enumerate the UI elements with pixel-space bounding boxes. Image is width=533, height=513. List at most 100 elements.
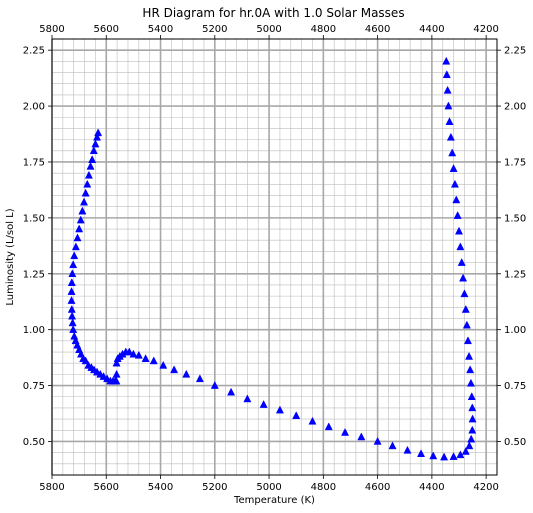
data-point-marker [448,148,457,157]
data-point-marker [76,215,85,224]
data-point-marker [403,445,412,454]
data-point-marker [88,155,97,163]
data-point-marker [429,451,438,460]
data-point-marker [357,432,366,441]
data-point-marker [442,70,451,79]
data-point-marker [67,278,76,286]
data-point-marker [465,441,474,450]
x-tick-label-top: 5200 [202,24,227,35]
x-tick-label-top: 4400 [419,24,444,35]
data-point-marker [341,427,350,436]
data-point-marker [449,452,458,460]
data-point-marker [461,446,470,455]
data-point-marker [459,273,468,282]
data-point-marker [462,320,471,329]
data-point-marker [466,378,475,387]
data-point-marker [83,179,92,188]
data-point-marker [452,195,461,204]
y-tick-label-left: 2.25 [23,46,45,57]
data-point-marker [134,350,143,359]
data-point-marker [468,425,477,434]
x-tick-label-bottom: 4400 [419,482,444,493]
data-point-marker [445,117,454,125]
data-point-marker [71,242,80,251]
data-point-marker [453,211,462,219]
data-point-marker [86,161,95,170]
y-tick-label-right: 1.00 [504,325,526,336]
data-point-marker [461,304,470,313]
data-point-marker [443,85,452,94]
data-point-marker [141,354,150,362]
data-point-marker [259,400,268,408]
data-point-marker [129,349,138,358]
data-point-marker [308,416,317,425]
x-axis-label: Temperature (K) [233,495,315,506]
y-tick-label-right: 1.75 [504,157,526,168]
data-point-marker [70,251,79,260]
data-point-marker [68,318,77,327]
data-point-marker [78,206,87,215]
data-point-marker [444,101,453,110]
data-point-marker [89,146,98,155]
x-tick-label-top: 4600 [365,24,390,35]
data-point-marker [81,188,90,197]
y-tick-label-left: 1.25 [23,269,45,280]
data-point-marker [67,287,76,295]
grid-lines [51,38,497,476]
data-point-marker [442,56,451,65]
data-point-marker [112,369,121,378]
y-tick-label-right: 0.75 [504,381,526,392]
data-point-marker [417,449,426,458]
data-point-marker [467,434,476,443]
y-tick-label-right: 0.50 [504,437,526,448]
y-tick-label-right: 2.25 [504,46,526,57]
data-point-marker [468,403,477,412]
data-point-marker [275,405,284,414]
data-point-marker [467,392,476,400]
y-tick-label-right: 1.50 [504,213,526,224]
data-point-marker [468,414,477,423]
data-point-marker [463,336,472,345]
data-point-marker [388,441,397,450]
data-point-marker [159,360,168,369]
x-tick-label-bottom: 5200 [202,482,227,493]
data-point-marker [68,311,77,320]
x-tick-label-bottom: 4200 [473,482,498,493]
data-point-marker [91,139,100,148]
data-point-marker [446,132,455,141]
y-tick-label-left: 1.75 [23,157,45,168]
data-point-marker [465,351,474,360]
data-point-marker [460,289,469,298]
x-tick-label-bottom: 5600 [94,482,119,493]
y-tick-label-left: 0.75 [23,381,45,392]
data-point-marker [81,356,90,365]
data-point-marker [292,411,301,419]
data-point-marker [80,197,89,206]
data-point-marker [449,164,458,172]
y-tick-label-left: 2.00 [23,102,45,113]
data-point-marker [170,365,179,374]
data-point-marker [440,452,449,461]
x-tick-label-top: 5600 [94,24,119,35]
data-point-marker [112,376,121,385]
data-point-marker [243,394,252,403]
y-tick-label-right: 2.00 [504,102,526,113]
data-point-marker [210,381,219,389]
data-point-marker [112,358,121,367]
data-point-marker [450,179,459,188]
x-tick-label-top: 4200 [473,24,498,35]
data-point-marker [195,374,204,383]
x-tick-label-bottom: 4800 [311,482,336,493]
x-tick-label-top: 5400 [148,24,173,35]
y-tick-label-right: 1.25 [504,269,526,280]
y-tick-label-left: 1.00 [23,325,45,336]
data-point-marker [182,369,191,378]
data-point-marker [67,296,76,304]
x-tick-label-bottom: 4600 [365,482,390,493]
data-point-marker [93,132,102,141]
y-tick-label-left: 0.50 [23,437,45,448]
data-point-marker [227,387,236,396]
y-axis-label: Luminosity (L/sol L) [5,208,16,305]
